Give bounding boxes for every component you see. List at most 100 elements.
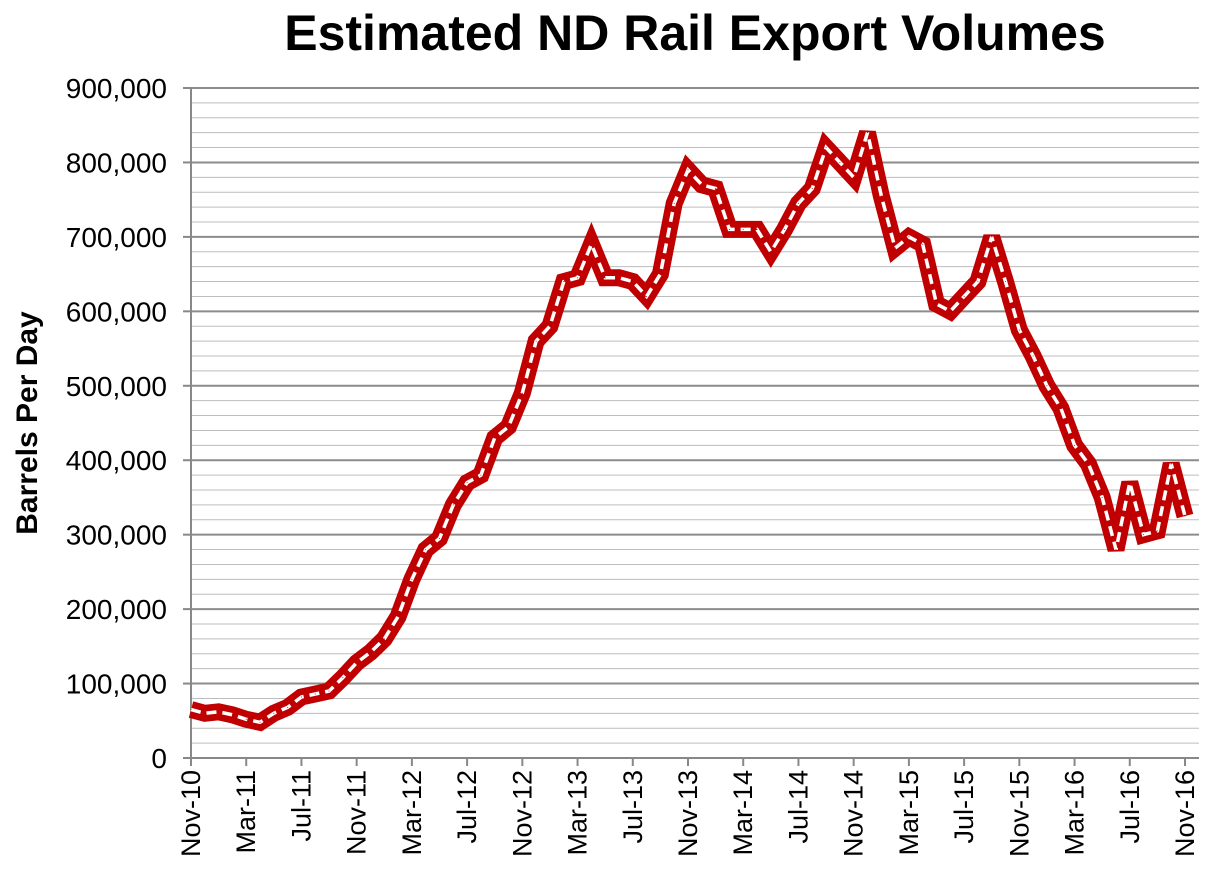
y-tick-label: 900,000 bbox=[66, 73, 167, 104]
data-point bbox=[797, 202, 799, 204]
data-point bbox=[1101, 496, 1103, 498]
data-point bbox=[756, 228, 758, 230]
x-tick-label: Nov-12 bbox=[507, 770, 537, 857]
data-point bbox=[328, 690, 330, 692]
y-tick-label: 0 bbox=[151, 743, 167, 774]
data-point bbox=[839, 161, 841, 163]
chart-title: Estimated ND Rail Export Volumes bbox=[284, 5, 1106, 61]
y-tick-label: 400,000 bbox=[66, 445, 167, 476]
data-point bbox=[936, 303, 937, 305]
y-tick-labels: 0 100,000 200,000 300,000 400,000 500,000 600,… bbox=[66, 73, 167, 774]
data-point bbox=[314, 693, 316, 695]
x-tick-label: Jul-11 bbox=[286, 770, 316, 842]
x-tick-labels: Nov-10 Mar-11 Jul-11 Nov-11 Mar-12 Jul-12 Nov-… bbox=[176, 770, 1200, 857]
data-point bbox=[231, 714, 233, 716]
data-point bbox=[646, 295, 648, 297]
x-tick-label: Nov-11 bbox=[342, 770, 372, 855]
y-tick-label: 500,000 bbox=[66, 371, 167, 402]
data-point bbox=[259, 721, 261, 723]
data-point bbox=[866, 132, 868, 134]
x-tick-label: Jul-15 bbox=[949, 770, 979, 844]
data-point bbox=[383, 638, 385, 640]
data-point bbox=[811, 188, 813, 189]
data-point bbox=[356, 662, 358, 664]
data-point bbox=[1129, 482, 1131, 484]
y-tick-label: 700,000 bbox=[66, 222, 167, 253]
data-point bbox=[549, 325, 551, 327]
x-tick-label: Nov-15 bbox=[1004, 770, 1034, 857]
data-point bbox=[521, 392, 523, 394]
series-line-group bbox=[188, 130, 1194, 732]
data-point bbox=[508, 426, 510, 428]
y-axis-title: Barrels Per Day bbox=[11, 311, 44, 535]
series-line bbox=[188, 130, 1194, 732]
x-tick-label: Nov-14 bbox=[839, 770, 869, 857]
data-point bbox=[894, 247, 896, 249]
data-point bbox=[991, 236, 993, 238]
x-tick-label: Jul-12 bbox=[452, 770, 482, 844]
axes bbox=[183, 87, 1199, 766]
data-point bbox=[632, 281, 634, 283]
data-point bbox=[1005, 281, 1007, 283]
x-tick-label: Mar-11 bbox=[231, 770, 261, 854]
data-point bbox=[218, 711, 220, 713]
x-tick-label: Jul-14 bbox=[783, 770, 813, 844]
data-point bbox=[245, 718, 247, 720]
data-point bbox=[618, 277, 620, 279]
data-point bbox=[439, 537, 440, 539]
data-point bbox=[1060, 407, 1062, 409]
data-point bbox=[659, 273, 661, 275]
data-point bbox=[1032, 355, 1034, 357]
data-point bbox=[411, 578, 413, 580]
data-point bbox=[452, 504, 454, 506]
data-point bbox=[673, 202, 675, 204]
x-tick-label: Nov-13 bbox=[673, 770, 703, 857]
data-point bbox=[535, 340, 537, 342]
x-tick-label: Jul-16 bbox=[1115, 770, 1145, 844]
data-point bbox=[742, 228, 744, 230]
data-point bbox=[273, 712, 275, 714]
data-point bbox=[1046, 385, 1048, 387]
data-point bbox=[563, 281, 565, 283]
data-point bbox=[494, 437, 496, 439]
x-tick-label: Mar-12 bbox=[397, 770, 427, 856]
x-tick-label: Mar-13 bbox=[563, 770, 593, 856]
data-point bbox=[466, 482, 468, 484]
data-point bbox=[369, 651, 371, 653]
data-point bbox=[922, 243, 924, 245]
x-tick-label: Mar-16 bbox=[1060, 770, 1090, 856]
y-tick-label: 300,000 bbox=[66, 520, 167, 551]
data-point bbox=[300, 696, 302, 698]
y-tick-label: 200,000 bbox=[66, 594, 167, 625]
data-point bbox=[480, 474, 482, 476]
y-tick-label: 600,000 bbox=[66, 296, 167, 327]
y-tick-label: 100,000 bbox=[66, 669, 167, 700]
data-point bbox=[825, 147, 827, 149]
data-point bbox=[1018, 329, 1020, 331]
data-point bbox=[1143, 534, 1145, 536]
data-point bbox=[908, 236, 910, 238]
series-line-inner bbox=[190, 132, 1187, 725]
data-point bbox=[287, 706, 289, 708]
data-point bbox=[1156, 530, 1158, 532]
data-point bbox=[880, 195, 882, 197]
data-point bbox=[1074, 444, 1076, 446]
x-tick-label: Mar-15 bbox=[894, 770, 924, 856]
data-point bbox=[728, 228, 730, 230]
data-point bbox=[604, 277, 606, 279]
data-point bbox=[977, 281, 979, 283]
x-tick-label: Nov-16 bbox=[1170, 770, 1200, 857]
data-point bbox=[1184, 515, 1186, 517]
data-point bbox=[590, 243, 592, 245]
data-point bbox=[577, 277, 579, 279]
data-point bbox=[784, 228, 786, 230]
y-tick-label: 800,000 bbox=[66, 147, 167, 178]
data-point bbox=[963, 295, 965, 297]
data-point bbox=[770, 251, 772, 253]
data-point bbox=[853, 176, 855, 178]
data-point bbox=[949, 310, 951, 312]
data-point bbox=[1115, 549, 1117, 551]
data-point bbox=[342, 677, 344, 679]
data-point bbox=[204, 712, 206, 714]
x-tick-label: Mar-14 bbox=[728, 770, 758, 856]
